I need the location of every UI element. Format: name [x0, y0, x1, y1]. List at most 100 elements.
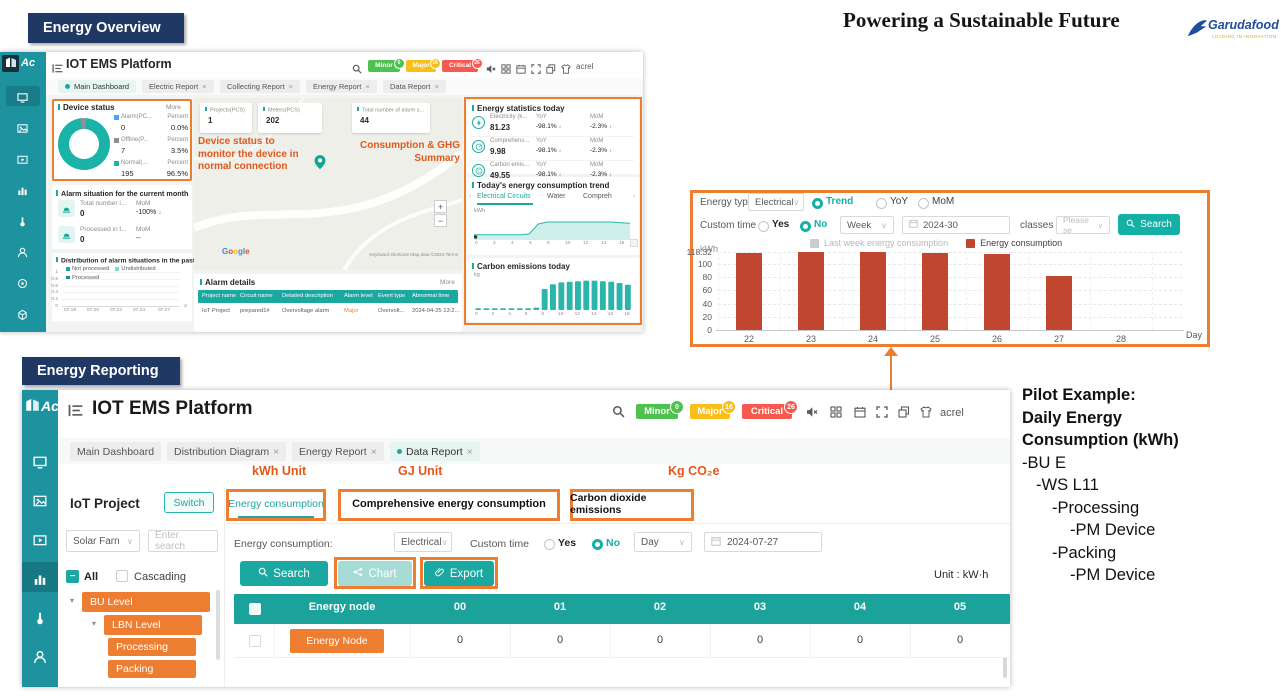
copy-icon[interactable]: [546, 61, 556, 79]
tree-caret-icon[interactable]: ▾: [70, 596, 75, 605]
sidebar-item-thermometer[interactable]: [17, 214, 28, 232]
fullscreen-icon[interactable]: [876, 405, 888, 423]
energy-node-chip[interactable]: Energy Node: [290, 629, 384, 653]
custom-time-yes-label[interactable]: Yes: [772, 219, 790, 230]
map-pin-icon[interactable]: [312, 154, 328, 175]
legend-item[interactable]: Not processed: [66, 266, 109, 272]
mode-radio-yoy[interactable]: [876, 198, 887, 209]
close-icon[interactable]: [463, 446, 473, 458]
all-checkbox[interactable]: [66, 570, 79, 583]
all-label[interactable]: All: [84, 571, 99, 583]
legend-item[interactable]: Processed: [66, 275, 99, 281]
tree-project-select[interactable]: Solar Farn: [66, 530, 140, 552]
filter-no-radio[interactable]: [592, 539, 603, 550]
fullscreen-icon[interactable]: [531, 61, 541, 79]
copy-icon[interactable]: [898, 405, 910, 423]
search-icon[interactable]: [612, 405, 625, 423]
reporting-user[interactable]: acrel: [940, 407, 964, 419]
chart-scroll-box[interactable]: [630, 239, 638, 247]
trend-tab-1[interactable]: Electrical Circuits: [477, 193, 531, 200]
mute-icon[interactable]: [486, 61, 496, 79]
overview-user[interactable]: acrel: [576, 62, 594, 71]
sidebar-item-box[interactable]: [17, 307, 28, 325]
tree-node-processing[interactable]: Processing: [108, 638, 196, 656]
period-select[interactable]: Week: [840, 216, 894, 234]
map-zoom-in-button[interactable]: +: [434, 200, 447, 213]
device-status-more-link[interactable]: More: [166, 104, 181, 111]
trend-tab-3[interactable]: Compreh: [583, 193, 612, 200]
sidebar-item-image[interactable]: [33, 494, 47, 513]
mode-label-yoy[interactable]: YoY: [890, 196, 908, 207]
trend-tab-prev-icon[interactable]: ‹: [469, 193, 472, 200]
switch-button[interactable]: Switch: [164, 492, 214, 513]
legend-item-active[interactable]: Energy consumption: [966, 238, 1062, 248]
shirt-icon[interactable]: [561, 61, 571, 79]
close-icon[interactable]: [285, 82, 293, 91]
collapse-menu-icon[interactable]: [68, 403, 83, 423]
grid-icon[interactable]: [830, 405, 842, 423]
tree-node-lbn-level[interactable]: LBN Level: [104, 615, 202, 635]
tab-data-report[interactable]: Data Report: [390, 442, 480, 461]
mode-label-trend[interactable]: Trend: [826, 196, 854, 207]
sidebar-item-user[interactable]: [33, 650, 47, 669]
alarm-badge-major[interactable]: Major: [690, 404, 730, 419]
export-button[interactable]: Export: [424, 561, 494, 586]
mode-radio-mom[interactable]: [918, 198, 929, 209]
tree-caret-icon[interactable]: ▾: [92, 619, 97, 628]
alarm-badge-minor[interactable]: Minor: [636, 404, 678, 419]
calendar-icon[interactable]: [516, 61, 526, 79]
table-header-checkbox[interactable]: [249, 603, 261, 615]
alarm-details-more-link[interactable]: More: [440, 279, 455, 286]
tab-electric-report[interactable]: Electric Report: [142, 80, 214, 93]
legend-item[interactable]: Undistributed: [115, 266, 156, 272]
alarm-badge-major[interactable]: Major: [406, 60, 436, 72]
alarm-badge-minor[interactable]: Minor: [368, 60, 400, 72]
close-icon[interactable]: [430, 82, 438, 91]
sidebar-item-thermometer[interactable]: [33, 611, 47, 630]
filter-date-input[interactable]: 2024-07-27: [704, 532, 822, 552]
filter-yes-radio[interactable]: [544, 539, 555, 550]
tree-node-bu-level[interactable]: BU Level: [82, 592, 210, 612]
sidebar-item-image[interactable]: [17, 121, 28, 139]
custom-time-yes-radio[interactable]: [758, 221, 769, 232]
tab-energy-report[interactable]: Energy Report: [306, 80, 377, 93]
legend-item-muted[interactable]: Last week energy consumption: [810, 238, 948, 248]
custom-time-no-radio[interactable]: [800, 221, 811, 232]
alarm-badge-critical[interactable]: Critical: [442, 60, 478, 72]
panel-search-button[interactable]: Search: [1118, 214, 1180, 235]
filter-type-select[interactable]: Electrical: [394, 532, 452, 552]
mode-radio-trend[interactable]: [812, 198, 823, 209]
close-icon[interactable]: [198, 82, 206, 91]
map-zoom-out-button[interactable]: −: [434, 214, 447, 227]
mute-icon[interactable]: [806, 405, 818, 423]
tree-node-packing[interactable]: Packing: [108, 660, 196, 678]
tab-collecting-report[interactable]: Collecting Report: [220, 80, 300, 93]
trend-tab-next-icon[interactable]: ›: [633, 193, 636, 200]
sidebar-item-monitor[interactable]: [33, 455, 47, 474]
filter-yes-label[interactable]: Yes: [558, 537, 577, 549]
custom-time-no-label[interactable]: No: [814, 219, 828, 230]
cascading-checkbox[interactable]: [116, 570, 128, 582]
close-icon[interactable]: [269, 446, 279, 458]
tree-search-input[interactable]: Enter search: [148, 530, 218, 552]
week-date-input[interactable]: 2024-30: [902, 216, 1010, 234]
shirt-icon[interactable]: [920, 405, 932, 423]
tab-comprehensive-energy-consumption[interactable]: Comprehensive energy consumption: [352, 498, 546, 510]
classes-select[interactable]: Please se: [1056, 215, 1110, 235]
sidebar-item-user[interactable]: [17, 245, 28, 263]
close-icon[interactable]: [367, 446, 377, 458]
tab-main-dashboard[interactable]: Main Dashboard: [70, 442, 162, 461]
cascading-label[interactable]: Cascading: [134, 571, 186, 583]
energy-type-select[interactable]: Electrical: [748, 193, 804, 211]
tab-energy-consumption[interactable]: Energy consumption: [228, 498, 324, 510]
alarm-badge-critical[interactable]: Critical: [742, 404, 792, 419]
grid-icon[interactable]: [501, 61, 511, 79]
sidebar-item-video[interactable]: [33, 533, 47, 552]
close-icon[interactable]: [361, 82, 369, 91]
sidebar-item-monitor[interactable]: [17, 90, 28, 108]
sidebar-item-video[interactable]: [17, 152, 28, 170]
filter-period-select[interactable]: Day: [634, 532, 692, 552]
sidebar-item-chart[interactable]: [17, 183, 28, 201]
mode-label-mom[interactable]: MoM: [932, 196, 955, 207]
sidebar-item-chart[interactable]: [33, 572, 47, 591]
